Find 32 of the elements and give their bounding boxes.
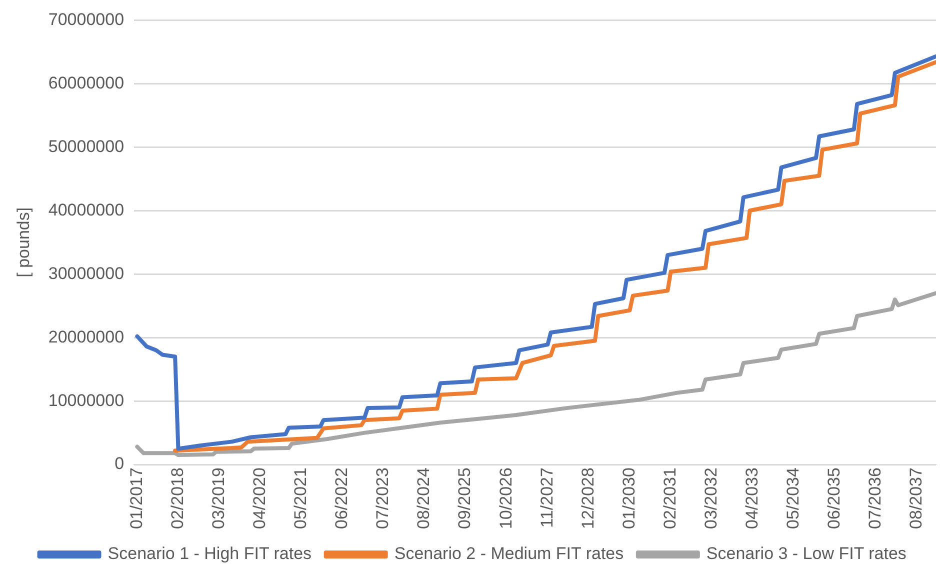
y-tick-label: 70000000 bbox=[48, 10, 124, 29]
x-tick-label: 05/2034 bbox=[784, 468, 803, 529]
y-tick-label: 40000000 bbox=[48, 200, 124, 220]
y-tick-label: 50000000 bbox=[48, 136, 124, 156]
x-tick-label: 02/2018 bbox=[168, 468, 187, 529]
x-tick-label: 12/2028 bbox=[578, 468, 598, 529]
x-tick-label: 06/2022 bbox=[332, 468, 352, 529]
legend-label: Scenario 2 - Medium FIT rates bbox=[394, 544, 624, 564]
y-tick-label: 10000000 bbox=[48, 390, 124, 410]
x-tick-label: 10/2026 bbox=[496, 468, 516, 529]
legend-label: Scenario 1 - High FIT rates bbox=[108, 544, 312, 564]
x-tick-label: 01/2017 bbox=[126, 468, 146, 529]
x-tick-label: 07/2036 bbox=[866, 468, 885, 529]
y-tick-label: 0 bbox=[114, 454, 124, 474]
y-tick-label: 30000000 bbox=[48, 264, 124, 283]
x-tick-label: 07/2023 bbox=[373, 468, 392, 529]
y-axis-title: [ pounds] bbox=[14, 207, 33, 278]
x-tick-label: 11/2027 bbox=[537, 468, 556, 528]
x-tick-label: 03/2019 bbox=[208, 468, 228, 529]
x-tick-label: 06/2035 bbox=[824, 468, 844, 529]
x-tick-label: 02/2031 bbox=[660, 468, 680, 529]
x-tick-label: 04/2033 bbox=[742, 468, 762, 529]
x-tick-label: 09/2025 bbox=[455, 468, 474, 529]
x-tick-label: 04/2020 bbox=[250, 468, 270, 529]
y-tick-label: 60000000 bbox=[48, 73, 124, 92]
x-tick-label: 01/2030 bbox=[619, 468, 638, 529]
x-tick-label: 05/2021 bbox=[291, 468, 310, 529]
y-tick-label: 20000000 bbox=[48, 327, 124, 346]
x-tick-label: 08/2037 bbox=[906, 468, 926, 529]
legend-label: Scenario 3 - Low FIT rates bbox=[706, 544, 906, 564]
x-tick-label: 08/2024 bbox=[414, 468, 434, 529]
x-tick-label: 03/2032 bbox=[702, 468, 721, 529]
